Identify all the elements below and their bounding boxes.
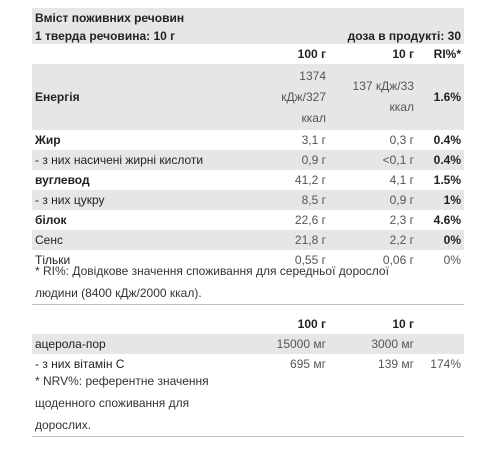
column-header-ri: RI%* (433, 47, 461, 61)
row-value-10g: 4,1 г (389, 173, 414, 187)
row-value-100g: 3,1 г (301, 133, 326, 147)
row-value-100g: 0,55 г (294, 253, 326, 267)
table-row: білок 22,6 г 2,3 г 4.6% (32, 210, 464, 230)
row-label: ацерола-пор (35, 337, 106, 351)
row-value-ri: 0% (443, 253, 461, 267)
table-row: - з них вітамін С 695 мг 139 мг 174% (32, 354, 464, 374)
table-row: ацерола-пор 15000 мг 3000 мг (32, 334, 464, 354)
row-value-10g: 137 кДж/33 ккал (352, 79, 414, 114)
row-value-100g: 0,9 г (301, 153, 326, 167)
table-row: Енергія 1374 кДж/327 ккал 137 кДж/33 кка… (32, 64, 464, 130)
vitamin-column-10g: 10 г (392, 317, 414, 331)
row-value-10g: <0,1 г (382, 153, 414, 167)
row-value-10g: 0,3 г (389, 133, 414, 147)
row-label: Сенс (35, 233, 63, 247)
row-value-100g: 695 мг (290, 357, 326, 371)
row-value-ri: 1.6% (433, 90, 461, 104)
ri-footnote: * RI%: Довідкове значення споживання для… (35, 264, 389, 300)
nrv-footnote: * NRV%: референтне значення щоденного сп… (35, 374, 209, 432)
row-value-10g: 3000 мг (371, 337, 414, 351)
table-row: - з них насичені жирні кислоти 0,9 г <0,… (32, 150, 464, 170)
row-value-ri: 0.4% (433, 133, 461, 147)
row-value-nrv: 174% (430, 357, 461, 371)
row-value-10g: 2,3 г (389, 213, 414, 227)
table-row: Жир 3,1 г 0,3 г 0.4% (32, 130, 464, 150)
row-label: вуглевод (35, 173, 90, 187)
row-label: білок (35, 213, 67, 227)
row-value-100g: 1374 кДж/327 ккал (281, 68, 326, 125)
row-value-ri: 1.5% (433, 173, 461, 187)
table-title: Вміст поживних речовин (35, 11, 185, 25)
table-row: Тільки 0,55 г 0,06 г 0% (32, 250, 464, 270)
row-label: - з них вітамін С (35, 357, 125, 371)
vitamin-header-row: 100 г 10 г (32, 314, 464, 334)
row-value-ri: 0% (443, 233, 461, 247)
serving-size: 1 тверда речовина: 10 г (35, 29, 176, 43)
row-value-ri: 4.6% (433, 213, 461, 227)
servings-per-pack: доза в продукті: 30 (347, 29, 461, 43)
row-label: - з них цукру (35, 193, 105, 207)
row-value-100g: 22,6 г (294, 213, 326, 227)
table-row: - з них цукру 8,5 г 0,9 г 1% (32, 190, 464, 210)
row-value-10g: 139 мг (378, 357, 414, 371)
row-value-10g: 0,9 г (389, 193, 414, 207)
row-value-10g: 2,2 г (389, 233, 414, 247)
row-label: Тільки (35, 253, 71, 267)
divider (32, 436, 464, 437)
row-value-10g: 0,06 г (382, 253, 414, 267)
row-value-ri: 1% (443, 193, 461, 207)
column-header-row: 100 г 10 г RI%* (32, 44, 464, 64)
row-value-100g: 8,5 г (301, 193, 326, 207)
divider (32, 304, 464, 305)
row-label: Жир (35, 133, 61, 147)
row-value-100g: 21,8 г (294, 233, 326, 247)
column-header-100g: 100 г (297, 47, 326, 61)
table-row: вуглевод 41,2 г 4,1 г 1.5% (32, 170, 464, 190)
row-label: Енергія (35, 90, 80, 104)
row-value-100g: 41,2 г (294, 173, 326, 187)
table-row: Сенс 21,8 г 2,2 г 0% (32, 230, 464, 250)
table-header: Вміст поживних речовин 1 тверда речовина… (32, 8, 464, 44)
row-value-100g: 15000 мг (276, 337, 326, 351)
row-value-ri: 0.4% (433, 153, 461, 167)
row-label: - з них насичені жирні кислоти (35, 153, 204, 167)
column-header-10g: 10 г (392, 47, 414, 61)
vitamin-column-100g: 100 г (297, 317, 326, 331)
